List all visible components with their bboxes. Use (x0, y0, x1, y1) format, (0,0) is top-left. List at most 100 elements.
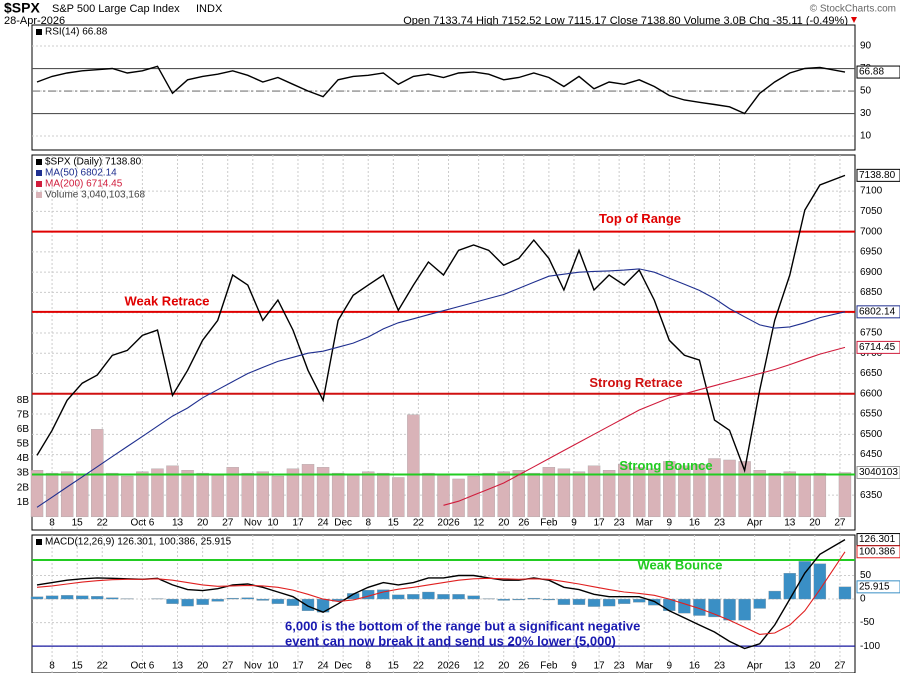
bar (542, 467, 556, 518)
x-tick-label: 8 (49, 518, 55, 529)
annotation: Weak Bounce (637, 557, 722, 572)
x-tick-label: 15 (388, 518, 400, 529)
x-tick-label: 15 (388, 661, 400, 672)
legend-label: MACD(12,26,9) 126.301, 100.386, 25.915 (45, 537, 232, 548)
x-tick-label: 12 (473, 661, 485, 672)
value-tag (856, 168, 900, 182)
legend-swatch (36, 181, 42, 187)
bar (76, 474, 89, 518)
y2-tick-label: 5B (17, 439, 30, 450)
bar (723, 459, 736, 518)
bar (271, 598, 285, 604)
bar (527, 597, 541, 600)
x-tick-label: 15 (72, 518, 84, 529)
bar (362, 471, 375, 518)
bar (422, 472, 435, 518)
x-tick-label: 22 (97, 661, 109, 672)
bar (166, 598, 179, 604)
x-tick-label: 13 (784, 661, 796, 672)
bar (452, 478, 465, 518)
bar (226, 467, 239, 518)
x-tick-label: 22 (413, 518, 425, 529)
annotation: Strong Retrace (589, 375, 682, 390)
bar (256, 598, 270, 601)
index-name: S&P 500 Large Cap Index (52, 3, 180, 15)
bar (602, 598, 616, 607)
x-tick-label: 8 (365, 661, 371, 672)
y2-tick-label: 4B (17, 453, 30, 464)
value-tag (856, 466, 900, 480)
bar (482, 472, 495, 518)
bar (617, 464, 631, 518)
y-tick-label: 10 (860, 131, 872, 142)
bar (331, 472, 345, 518)
bar (738, 598, 751, 621)
bar (512, 470, 525, 518)
y-tick-label: 6950 (860, 247, 883, 258)
y-tick-label: 90 (860, 41, 872, 52)
x-tick-label: 17 (292, 518, 304, 529)
value-tag (856, 580, 900, 594)
bar (211, 474, 224, 518)
y-tick-label: 50 (860, 570, 872, 581)
value-tag-label: 100.386 (859, 546, 896, 557)
bar (106, 597, 119, 600)
x-tick-label: 9 (667, 518, 673, 529)
exchange: INDX (196, 3, 223, 15)
x-tick-label: 2026 (437, 518, 460, 529)
symbol: $SPX (4, 0, 40, 16)
y-tick-label: 6900 (860, 267, 883, 278)
y-tick-label: -50 (860, 617, 875, 628)
series-line (36, 551, 846, 635)
bar (241, 472, 254, 518)
bar (708, 458, 721, 518)
bar (678, 598, 691, 614)
value-tag (856, 545, 900, 559)
x-tick-label: 23 (614, 518, 626, 529)
x-tick-label: 2026 (437, 661, 460, 672)
bar (813, 472, 827, 518)
bar (838, 472, 852, 518)
y-tick-label: 6350 (860, 490, 883, 501)
bar (60, 471, 74, 518)
legend-label: $SPX (Daily) 7138.80 (45, 157, 142, 168)
bar (422, 591, 435, 600)
y2-tick-label: 2B (17, 482, 30, 493)
legend-swatch (36, 29, 42, 35)
value-tag-label: 6714.45 (859, 342, 896, 353)
bar (572, 471, 586, 518)
x-tick-label: 27 (834, 518, 846, 529)
bar (226, 597, 239, 600)
x-tick-label: 13 (172, 661, 184, 672)
x-tick-label: 26 (518, 661, 530, 672)
date: 28-Apr-2026 (4, 15, 65, 27)
x-tick-label: 13 (784, 518, 796, 529)
bar (91, 596, 104, 600)
x-tick-label: 20 (809, 661, 821, 672)
value-tag (856, 65, 900, 79)
credit: © StockCharts.com (810, 4, 896, 15)
bar (437, 594, 450, 600)
note: 6,000 is the bottom of the range but a s… (285, 618, 640, 633)
bar (467, 595, 480, 600)
bar (181, 598, 194, 607)
bar (497, 598, 510, 601)
y-tick-label: 50 (860, 86, 872, 97)
x-tick-label: 8 (365, 518, 371, 529)
bar (783, 471, 796, 518)
bar (723, 598, 736, 621)
y-tick-label: 6450 (860, 449, 883, 460)
bar (316, 467, 330, 518)
bar (76, 595, 89, 600)
x-tick-label: 27 (834, 661, 846, 672)
x-tick-label: Feb (540, 661, 558, 672)
value-tag (856, 305, 900, 319)
bar (256, 471, 270, 518)
x-tick-label: 26 (518, 518, 530, 529)
bar (587, 598, 601, 607)
series-line (36, 268, 846, 508)
x-tick-label: Oct 6 (130, 661, 154, 672)
legend-swatch (36, 170, 42, 176)
bar (60, 595, 74, 600)
